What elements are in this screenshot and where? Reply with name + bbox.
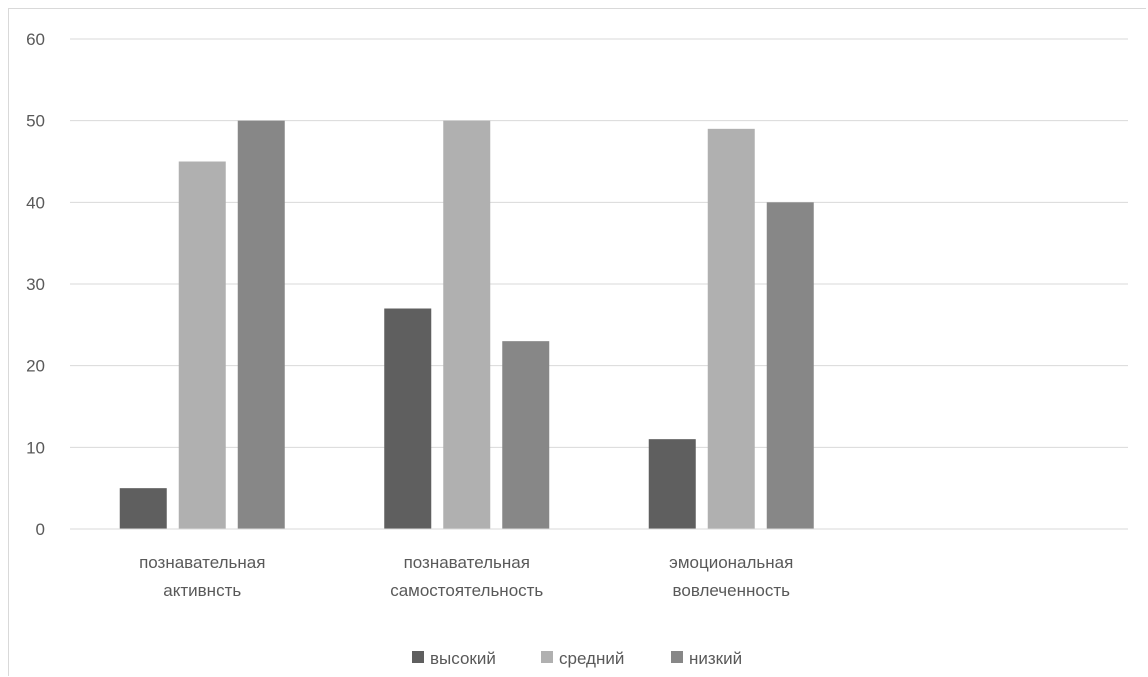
- y-tick-label: 20: [26, 357, 45, 376]
- legend-swatch: [541, 651, 553, 663]
- bar-low: [237, 120, 285, 530]
- bar-medium: [707, 128, 755, 530]
- category-label: самостоятельность: [390, 581, 543, 600]
- legend-label: низкий: [689, 649, 742, 668]
- bar-medium: [443, 120, 491, 530]
- legend-label: высокий: [430, 649, 496, 668]
- y-tick-label: 40: [26, 193, 45, 212]
- legend: высокий средний низкий: [412, 649, 742, 668]
- legend-swatch: [671, 651, 683, 663]
- bar-high: [384, 308, 432, 529]
- bar-medium: [178, 161, 226, 529]
- bar-low: [766, 202, 814, 530]
- bar-low: [502, 341, 550, 529]
- legend-swatch: [412, 651, 424, 663]
- chart-frame: [8, 8, 1146, 676]
- y-tick-label: 10: [26, 438, 45, 457]
- y-axis-ticks: 0 10 20 30 40 50 60: [26, 30, 45, 539]
- category-label: познавательная: [139, 553, 265, 572]
- y-tick-label: 50: [26, 112, 45, 131]
- y-tick-label: 0: [36, 520, 45, 539]
- category-label: активнсть: [163, 581, 241, 600]
- bar-high: [648, 439, 696, 529]
- gridlines: [70, 38, 1128, 448]
- y-tick-label: 60: [26, 30, 45, 49]
- legend-label: средний: [559, 649, 624, 668]
- category-label: эмоциональная: [669, 553, 793, 572]
- bar-high: [119, 488, 167, 529]
- bars: [119, 120, 814, 530]
- category-label: вовлеченность: [673, 581, 791, 600]
- category-label: познавательная: [404, 553, 530, 572]
- x-axis-categories: познавательная активнсть познавательная сам…: [139, 553, 793, 600]
- y-tick-label: 30: [26, 275, 45, 294]
